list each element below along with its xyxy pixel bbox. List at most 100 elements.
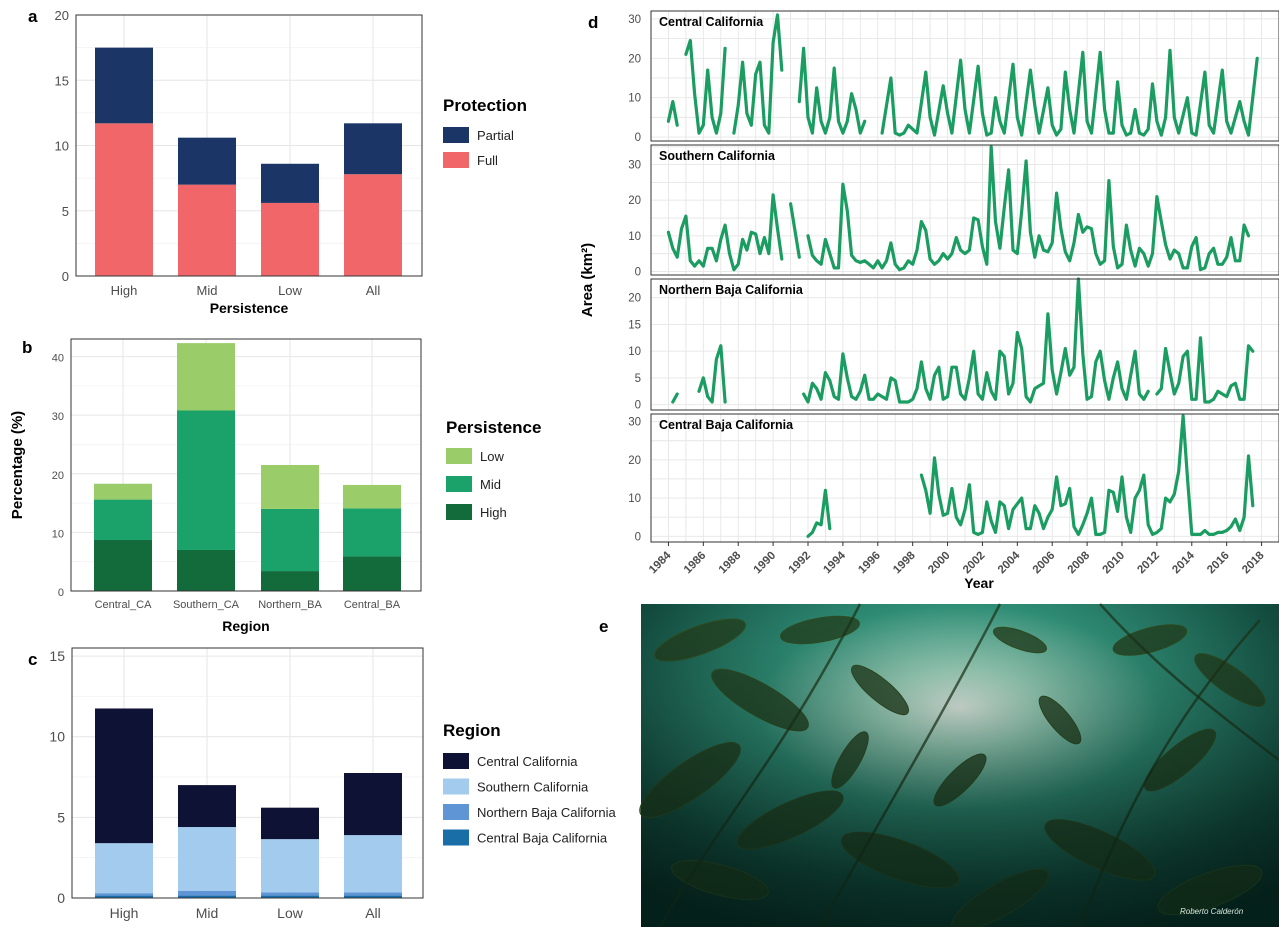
panel-letter-b: b <box>22 338 32 357</box>
bar-all-partial <box>344 123 402 175</box>
panel-letter-a: a <box>28 7 38 26</box>
x-tick-label-low: Low <box>278 283 302 298</box>
series-line-central-california <box>797 46 867 135</box>
x-tick-label: 1986 <box>682 550 709 577</box>
series-line-central-baja-california <box>806 488 832 538</box>
x-tick-label-low: Low <box>277 905 304 921</box>
x-tick-label: 1996 <box>856 550 883 577</box>
x-tick-label-mid: Mid <box>196 905 219 921</box>
plot-frame <box>70 338 422 592</box>
y-tick-label: 10 <box>628 346 641 358</box>
y-axis-title: Percentage (%) <box>9 411 26 519</box>
series-line-central-california <box>666 100 679 127</box>
y-tick-label: 20 <box>628 53 641 65</box>
bar-high-central-california <box>95 708 153 844</box>
facet-southern-california: Southern California 0 10 20 30 <box>628 144 1279 278</box>
x-tick-label: 2002 <box>961 550 988 577</box>
bar-low-southern-california <box>261 839 319 893</box>
bar-low-central-california <box>261 807 319 840</box>
y-tick-label: 0 <box>62 269 69 284</box>
legend-label-northern-baja-california: Northern Baja California <box>477 805 617 820</box>
facet-frame <box>650 10 1279 142</box>
y-tick-label: 20 <box>52 470 64 482</box>
chart-a-protection: 0 5 10 15 20 High Mid Low All Persistence Protecti… <box>55 8 528 316</box>
bar-central-ba-high <box>343 556 401 591</box>
y-tick-label: 10 <box>628 493 641 505</box>
legend-swatch-full <box>443 152 469 168</box>
legend-label-low: Low <box>480 449 504 464</box>
plot-frame <box>75 14 423 277</box>
x-axis-title: Year <box>964 575 994 591</box>
x-tick-label: 1994 <box>821 549 848 576</box>
y-tick-label: 20 <box>628 455 641 467</box>
series-line-central-california <box>684 38 727 135</box>
bar-mid-partial <box>178 137 236 185</box>
bar-all-southern-california <box>344 835 402 893</box>
y-tick-label: 15 <box>628 319 641 331</box>
legend-swatch-partial <box>443 127 469 143</box>
y-tick-label: 10 <box>52 528 64 540</box>
x-tick-label: 2010 <box>1101 550 1128 577</box>
bar-high-central-baja-california <box>95 895 153 898</box>
facet-frame <box>650 278 1279 411</box>
legend-swatch-central-california <box>443 753 469 769</box>
x-tick-label: 1990 <box>752 550 779 577</box>
panel-letter-d: d <box>588 13 598 32</box>
bar-southern-ca-high <box>177 549 235 591</box>
bar-high-southern-california <box>95 843 153 894</box>
bar-northern-ba-high <box>261 571 319 591</box>
y-tick-label: 0 <box>635 132 641 144</box>
bar-southern-ca-mid <box>177 410 235 550</box>
facet-frame <box>650 144 1279 276</box>
x-tick-label-central-ca: Central_CA <box>95 599 153 611</box>
x-tick-label-central-ba: Central_BA <box>344 599 401 611</box>
x-tick-label: 2016 <box>1205 550 1232 577</box>
x-tick-label-all: All <box>366 283 381 298</box>
y-axis-title: Area (km²) <box>579 243 596 317</box>
bar-low-central-baja-california <box>261 895 319 898</box>
series-line-central-baja-california <box>919 414 1255 536</box>
x-tick-label-northern-ba: Northern_BA <box>258 599 322 611</box>
y-tick-label: 10 <box>49 729 65 745</box>
y-tick-label: 20 <box>628 293 641 305</box>
y-tick-label: 15 <box>55 73 69 88</box>
bar-high-partial <box>95 47 153 124</box>
legend-swatch-low <box>446 448 472 464</box>
bar-all-central-baja-california <box>344 895 402 898</box>
y-tick-label: 40 <box>52 353 64 365</box>
bar-southern-ca-low <box>177 343 235 411</box>
facet-title: Central Baja California <box>659 418 794 432</box>
x-axis-title: Region <box>222 618 269 634</box>
x-tick-label-high: High <box>110 905 139 921</box>
bar-mid-central-baja-california <box>178 895 236 898</box>
y-tick-label: 30 <box>628 160 641 172</box>
y-tick-label: 20 <box>55 8 69 23</box>
bar-central-ba-mid <box>343 508 401 557</box>
bar-all-central-california <box>344 773 402 836</box>
facet-northern-baja-california: Northern Baja California 0 5 10 15 20 <box>628 277 1279 412</box>
series-line-southern-california <box>789 202 801 259</box>
legend-label-partial: Partial <box>477 128 514 143</box>
bar-mid-central-california <box>178 785 236 828</box>
legend-label-high: High <box>480 505 507 520</box>
y-tick-label: 5 <box>57 809 65 825</box>
y-tick-label: 10 <box>55 139 69 154</box>
x-tick-label: 2004 <box>996 549 1023 576</box>
facet-central-baja-california: Central Baja California 0 10 20 30 <box>628 413 1279 543</box>
legend-label-southern-california: Southern California <box>477 780 589 795</box>
facet-frame <box>650 413 1279 543</box>
series-line-southern-california <box>806 145 1251 272</box>
y-tick-label: 5 <box>62 204 69 219</box>
chart-c-region: 0 5 10 15 High Mid Low All Region Central Califor… <box>49 647 617 921</box>
series-line-northern-baja-california <box>671 392 679 404</box>
x-tick-label: 1988 <box>717 549 744 576</box>
facet-title: Northern Baja California <box>659 283 804 297</box>
legend-swatch-central-baja-california <box>443 829 469 846</box>
series-line-northern-baja-california <box>697 344 727 404</box>
y-tick-label: 30 <box>628 14 641 26</box>
facet-title: Central California <box>659 15 764 29</box>
kelp-forest-photo: Roberto Calderón <box>639 603 1279 927</box>
legend-label-central-baja-california: Central Baja California <box>477 831 608 846</box>
facet-central-california: Central California 0 10 20 30 <box>628 10 1279 144</box>
